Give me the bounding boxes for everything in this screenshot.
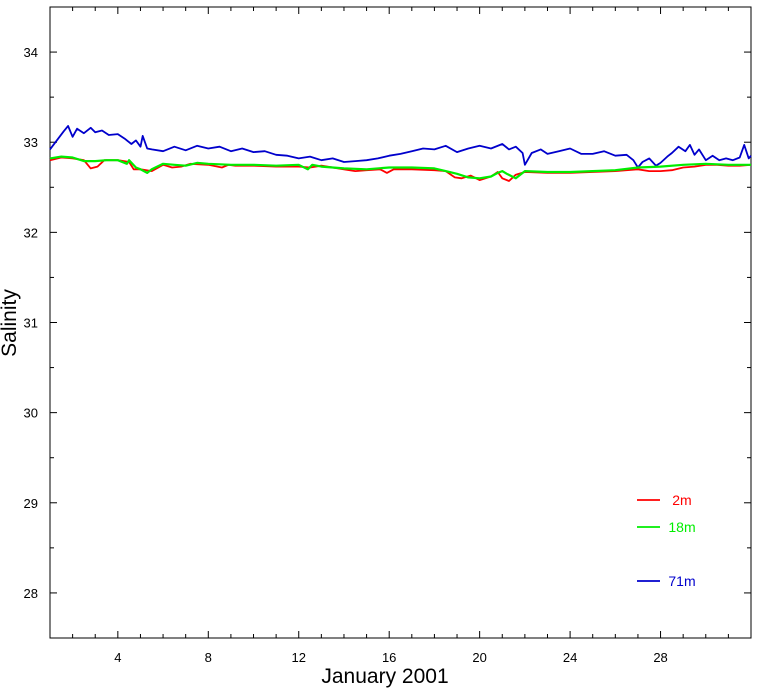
- plot-frame: [49, 6, 752, 639]
- y-axis-ticks: 28 29 30 31 32 33 34: [24, 6, 751, 639]
- x-tick-label: 4: [114, 650, 121, 665]
- legend-label-18m: 18m: [668, 519, 695, 535]
- x-axis-ticks: 4 8 12 16 20 24 28: [49, 7, 752, 665]
- y-tick-label: 33: [24, 135, 38, 150]
- legend-label-71m: 71m: [668, 573, 695, 589]
- y-tick-label: 34: [24, 45, 38, 60]
- y-tick-label: 28: [24, 586, 38, 601]
- series-line-18m: [49, 155, 751, 180]
- y-tick-label: 30: [24, 406, 38, 421]
- legend-label-2m: 2m: [672, 492, 691, 508]
- x-tick-label: 28: [653, 650, 667, 665]
- series-layer: [49, 125, 752, 182]
- y-axis-title: Salinity: [0, 289, 21, 357]
- y-tick-label: 31: [24, 316, 38, 331]
- x-axis-title: January 2001: [321, 665, 448, 688]
- x-tick-label: 24: [563, 650, 577, 665]
- y-tick-label: 29: [24, 496, 38, 511]
- x-tick-label: 16: [382, 650, 396, 665]
- x-tick-label: 12: [292, 650, 306, 665]
- series-line-71m: [49, 125, 752, 169]
- legend: 2m 18m 71m: [637, 492, 696, 589]
- x-tick-label: 20: [472, 650, 486, 665]
- x-tick-label: 8: [205, 650, 212, 665]
- y-tick-label: 32: [24, 225, 38, 240]
